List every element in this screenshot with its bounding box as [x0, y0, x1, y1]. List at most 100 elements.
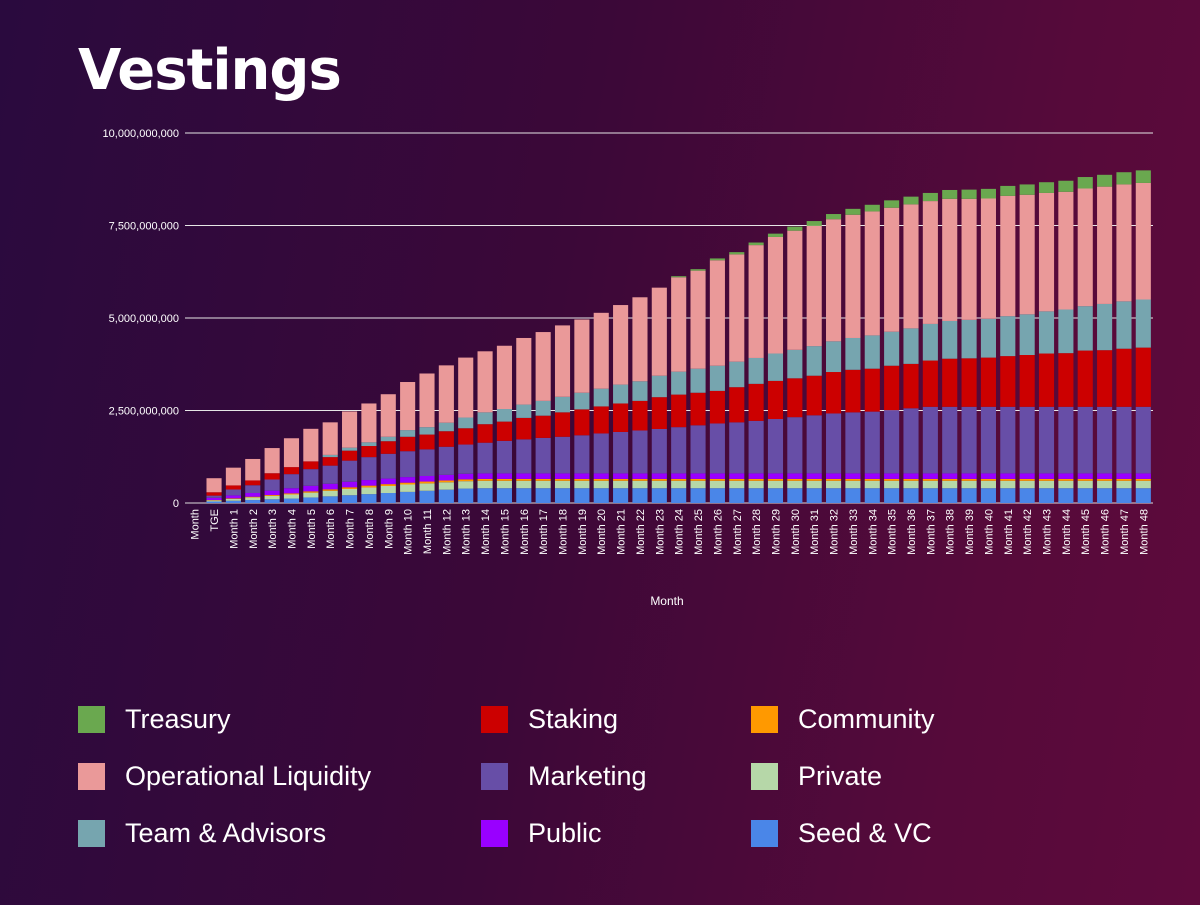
x-tick-label: Month 38 — [945, 509, 957, 555]
bar-community-month-10 — [400, 482, 416, 485]
bar-staking-month-8 — [361, 446, 377, 458]
bar-team-advisors-month-44 — [1058, 309, 1074, 354]
bar-community-month-13 — [458, 479, 474, 482]
bar-team-advisors-month-21 — [613, 384, 629, 404]
bar-public-month-43 — [1038, 473, 1055, 479]
bar-staking-month-1 — [225, 485, 241, 490]
x-tick-label: Month 12 — [441, 509, 453, 555]
bar-staking-month-15 — [496, 421, 512, 441]
bar-public-month-35 — [884, 473, 900, 479]
bar-community-month-23 — [651, 478, 667, 481]
bar-public-month-30 — [787, 473, 803, 479]
bar-private-month-6 — [322, 490, 338, 497]
bar-community-month-38 — [942, 478, 958, 481]
x-tick-label: Month 27 — [732, 509, 744, 555]
bar-seed-vc-month-40 — [980, 488, 996, 503]
bar-marketing-month-11 — [419, 449, 435, 476]
bar-seed-vc-month-1 — [225, 500, 241, 503]
bar-operational-liquidity-month-27 — [729, 254, 745, 362]
bar-operational-liquidity-month-37 — [922, 201, 938, 324]
bar-public-month-41 — [1000, 473, 1016, 479]
bar-seed-vc-month-16 — [516, 488, 532, 503]
bar-operational-liquidity-month-24 — [671, 277, 687, 372]
bar-private-month-13 — [458, 481, 474, 489]
bar-marketing-month-20 — [593, 433, 609, 474]
bar-treasury-month-34 — [864, 204, 880, 212]
bar-treasury-month-29 — [767, 233, 784, 237]
bar-marketing-month-19 — [574, 435, 590, 474]
bar-team-advisors-month-42 — [1019, 314, 1035, 355]
bar-team-advisors-month-22 — [632, 381, 648, 401]
bar-marketing-month-39 — [961, 406, 977, 474]
bar-community-month-46 — [1097, 478, 1113, 481]
bar-public-month-34 — [864, 473, 880, 479]
bar-marketing-month-7 — [342, 460, 358, 482]
bar-staking-month-16 — [516, 417, 532, 440]
bar-staking-month-23 — [651, 397, 667, 429]
x-tick-label: Month 35 — [887, 509, 899, 555]
legend-label-seed-vc: Seed & VC — [798, 818, 932, 848]
bar-public-month-37 — [922, 473, 938, 479]
bar-staking-month-48 — [1135, 347, 1151, 407]
bar-team-advisors-month-9 — [380, 436, 396, 442]
bar-private-month-35 — [884, 480, 900, 489]
bar-public-month-38 — [942, 473, 958, 479]
x-tick-label: Month 3 — [267, 509, 279, 549]
bar-staking-month-24 — [671, 394, 687, 428]
bar-community-month-17 — [535, 478, 551, 481]
bar-seed-vc-month-44 — [1058, 488, 1074, 503]
bar-team-advisors-month-15 — [496, 409, 512, 422]
bar-private-month-33 — [845, 480, 861, 489]
bar-treasury-month-30 — [787, 226, 803, 231]
bar-staking-month-45 — [1077, 350, 1093, 407]
bar-marketing-month-37 — [922, 406, 938, 474]
legend-item-seed-vc: Seed & VC — [751, 818, 932, 849]
bar-treasury-month-48 — [1135, 170, 1151, 183]
bar-private-month-47 — [1116, 480, 1132, 489]
bar-public-tge — [206, 497, 222, 501]
bar-marketing-month-2 — [245, 485, 261, 494]
bar-marketing-month-22 — [632, 430, 648, 474]
bar-seed-vc-month-21 — [613, 488, 629, 503]
bar-seed-vc-month-24 — [671, 488, 687, 503]
bar-community-month-22 — [632, 478, 648, 481]
bar-treasury-month-44 — [1058, 180, 1074, 192]
bar-private-month-32 — [826, 480, 842, 489]
x-tick-label: Month 5 — [306, 509, 318, 549]
bar-marketing-month-41 — [1000, 406, 1016, 474]
legend-swatch-community — [751, 706, 778, 733]
bar-operational-liquidity-month-43 — [1038, 192, 1055, 312]
bar-public-month-11 — [419, 475, 435, 482]
bar-team-advisors-month-32 — [826, 341, 842, 373]
bar-team-advisors-month-34 — [864, 335, 880, 369]
x-tick-label: Month 46 — [1100, 509, 1112, 555]
bar-operational-liquidity-month-21 — [613, 305, 629, 385]
bar-seed-vc-month-45 — [1077, 488, 1093, 503]
bar-public-month-28 — [748, 473, 764, 479]
bar-treasury-month-24 — [671, 276, 687, 278]
bar-community-month-31 — [806, 478, 822, 481]
bar-team-advisors-month-17 — [535, 400, 551, 416]
x-tick-label: Month 32 — [829, 509, 841, 555]
x-axis-title: Month — [650, 594, 683, 608]
bar-community-month-16 — [516, 478, 532, 481]
x-tick-label: Month 9 — [383, 509, 395, 549]
x-tick-label: Month 4 — [286, 509, 298, 549]
bar-operational-liquidity-month-25 — [690, 270, 706, 369]
x-tick-label: Month 7 — [345, 509, 357, 549]
bar-marketing-month-45 — [1077, 406, 1093, 474]
bar-community-month-35 — [884, 478, 900, 481]
bar-community-month-36 — [903, 478, 919, 481]
x-tick-label: Month 23 — [654, 509, 666, 555]
bar-operational-liquidity-month-12 — [438, 365, 454, 423]
bar-private-month-22 — [632, 480, 648, 489]
bar-team-advisors-month-14 — [477, 412, 493, 425]
bar-operational-liquidity-month-26 — [709, 260, 725, 366]
bar-seed-vc-month-8 — [361, 494, 377, 503]
bar-seed-vc-month-32 — [826, 488, 842, 503]
bar-private-month-45 — [1077, 480, 1093, 489]
x-tick-label: Month 10 — [403, 509, 415, 555]
bar-public-month-24 — [671, 473, 687, 479]
legend-swatch-seed-vc — [751, 820, 778, 847]
bar-operational-liquidity-month-35 — [884, 207, 900, 332]
